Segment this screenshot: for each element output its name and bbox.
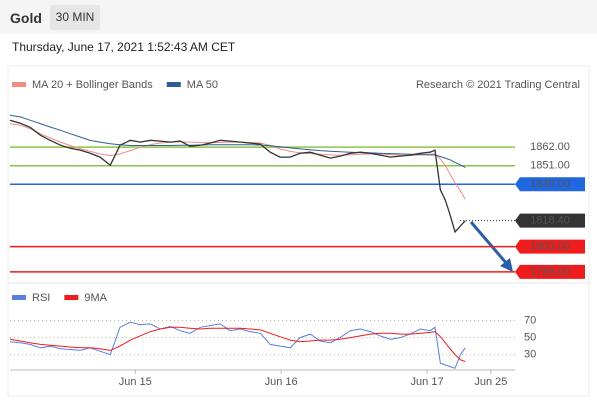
level-label: 1851.00 [530, 160, 570, 172]
instrument-title: Gold [10, 10, 42, 26]
legend-label: RSI [32, 292, 50, 304]
legend-swatch [166, 82, 181, 87]
level-label: 1840.00 [530, 178, 570, 190]
level-label: 1862.00 [530, 141, 570, 153]
level-label: 1818.40 [530, 215, 570, 227]
y-tick-label: 50 [524, 331, 536, 343]
x-tick-label: Jun 15 [119, 376, 152, 388]
source-note: Research © 2021 Trading Central [416, 79, 580, 91]
forecast-arrowhead [500, 258, 513, 272]
x-tick-label: Jun 17 [411, 376, 444, 388]
interval-badge[interactable]: 30 MIN [50, 5, 100, 30]
legend-label: MA 50 [187, 79, 218, 91]
series-line [9, 321, 466, 369]
price-line [9, 119, 466, 234]
x-tick-label: Jun 25 [474, 376, 507, 388]
chart-frame [7, 65, 590, 397]
timestamp: Thursday, June 17, 2021 1:52:43 AM CET [12, 40, 236, 54]
level-tag [515, 264, 585, 279]
level-label: 1803.00 [530, 241, 570, 253]
legend-label: MA 20 + Bollinger Bands [32, 79, 153, 91]
level-tag [515, 239, 585, 254]
x-tick-label: Jun 16 [265, 376, 298, 388]
level-tag [515, 177, 585, 192]
legend-swatch [64, 295, 79, 300]
level-tag [515, 213, 585, 228]
legend-swatch [12, 295, 26, 300]
forecast-arrow [469, 221, 509, 265]
y-tick-label: 30 [524, 349, 536, 361]
series-line [9, 114, 466, 168]
level-label: 1788.00 [530, 266, 570, 278]
series-line [9, 326, 466, 362]
legend-label: 9MA [84, 292, 107, 304]
legend-swatch [12, 82, 26, 87]
y-tick-label: 70 [524, 314, 536, 326]
series-line [9, 123, 466, 200]
